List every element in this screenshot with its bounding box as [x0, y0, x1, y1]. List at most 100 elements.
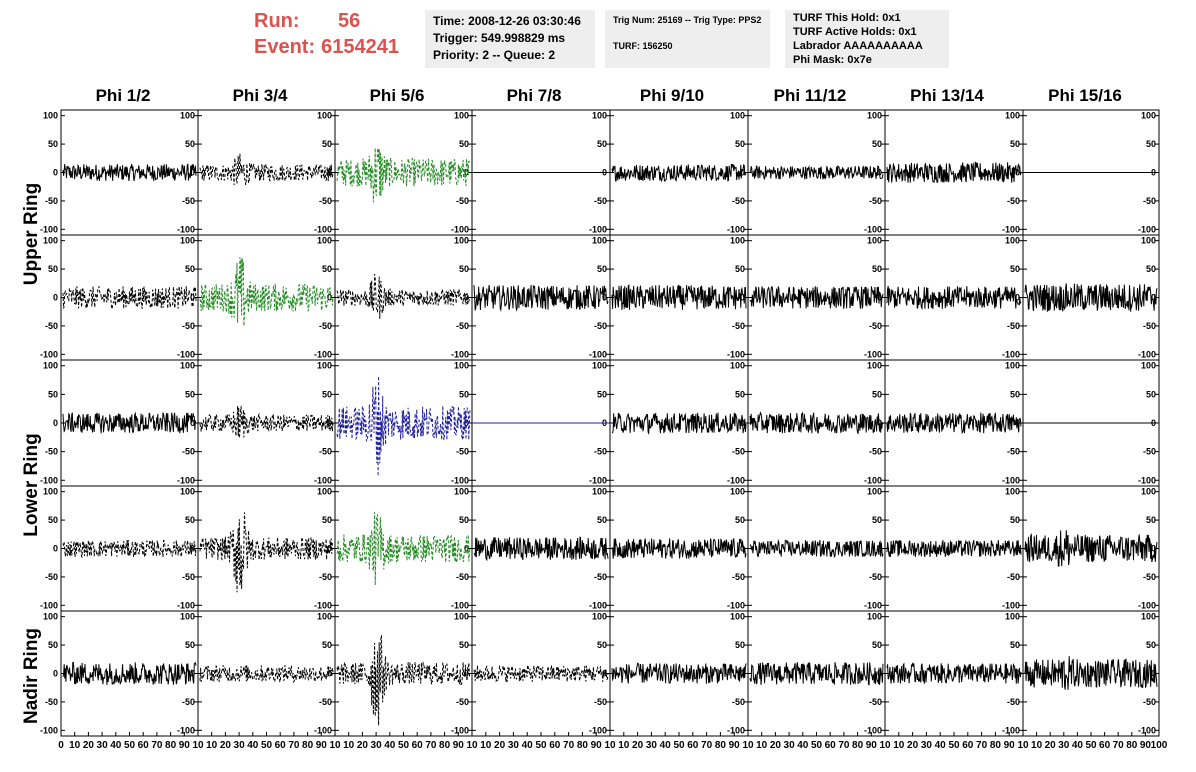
- ytick-label-right-r2-c7-3: -50: [1143, 447, 1156, 457]
- ytick-label-right-r4-c0-3: -50: [182, 697, 195, 707]
- ytick-label-right-r0-c1-0: 100: [317, 111, 332, 121]
- xtick-label-c3-8: 80: [577, 740, 589, 751]
- ytick-label-right-r1-c3-0: 100: [592, 236, 607, 246]
- ytick-label-right-r1-c2-3: -50: [456, 321, 469, 331]
- waveform-r3-c6: [886, 539, 1022, 557]
- trig-num-text: Trig Num: 25169 -- Trig Type: PPS2: [613, 15, 762, 25]
- ytick-label-left-r2-1: 50: [48, 389, 58, 399]
- xtick-label-c1-1: 10: [206, 740, 218, 751]
- xtick-label-c2-6: 60: [412, 740, 424, 751]
- xtick-label-c7-6: 60: [1099, 740, 1111, 751]
- phi-mask-text: Phi Mask: 0x7e: [793, 54, 872, 66]
- ytick-label-right-r3-c0-4: -100: [177, 600, 195, 610]
- waveform-r4-c1: [199, 664, 334, 684]
- xtick-label-c4-9: 90: [729, 740, 741, 751]
- ytick-label-right-r4-c3-3: -50: [594, 697, 607, 707]
- ytick-label-right-r1-c2-4: -100: [451, 349, 469, 359]
- xtick-label-c5-6: 60: [825, 740, 837, 751]
- xtick-label-c3-5: 50: [535, 740, 547, 751]
- xtick-label-c2-9: 90: [453, 740, 465, 751]
- xtick-label-c7-10: 100: [1151, 740, 1168, 751]
- ytick-label-right-r2-c6-4: -100: [1002, 475, 1020, 485]
- ytick-label-right-r1-c2-0: 100: [454, 236, 469, 246]
- ytick-label-right-r0-c6-0: 100: [1005, 111, 1020, 121]
- ytick-label-right-r3-c2-3: -50: [456, 572, 469, 582]
- xtick-label-c0-4: 40: [110, 740, 122, 751]
- ytick-label-right-r4-c2-2: 0: [464, 669, 469, 679]
- ytick-label-right-r3-c6-4: -100: [1002, 600, 1020, 610]
- ytick-label-right-r4-c4-4: -100: [727, 725, 745, 735]
- ytick-label-right-r3-c1-3: -50: [319, 572, 332, 582]
- xtick-label-c1-8: 80: [302, 740, 314, 751]
- priority-text: Priority: 2 -- Queue: 2: [433, 48, 556, 62]
- waveform-r1-c4: [611, 284, 747, 310]
- ytick-label-right-r0-c5-3: -50: [869, 196, 882, 206]
- ytick-label-right-r3-c7-4: -100: [1138, 600, 1156, 610]
- ytick-label-right-r3-c1-1: 50: [322, 515, 332, 525]
- xtick-label-c4-6: 60: [687, 740, 699, 751]
- ytick-label-right-r2-c2-0: 100: [454, 361, 469, 371]
- waveform-r2-c6: [886, 412, 1022, 435]
- ytick-label-right-r4-c3-4: -100: [589, 725, 607, 735]
- ytick-label-right-r1-c6-1: 50: [1010, 264, 1020, 274]
- xtick-label-c0-8: 80: [165, 740, 177, 751]
- ytick-label-right-r2-c6-3: -50: [1007, 447, 1020, 457]
- xtick-label-c4-5: 50: [673, 740, 685, 751]
- ytick-label-right-r4-c5-3: -50: [869, 697, 882, 707]
- waveform-r1-c2: [336, 273, 471, 319]
- col-header-phi-11-12: Phi 11/12: [773, 86, 847, 105]
- waveform-r4-c4: [611, 662, 747, 684]
- ytick-label-right-r2-c5-0: 100: [867, 361, 882, 371]
- ytick-label-right-r0-c0-1: 50: [185, 139, 195, 149]
- ytick-label-right-r2-c4-4: -100: [727, 475, 745, 485]
- ytick-label-left-r4-3: -50: [45, 697, 58, 707]
- ytick-label-left-r3-1: 50: [48, 515, 58, 525]
- ytick-label-right-r1-c6-0: 100: [1005, 236, 1020, 246]
- ytick-label-right-r2-c6-1: 50: [1010, 389, 1020, 399]
- xtick-label-c6-3: 30: [921, 740, 933, 751]
- xtick-label-c1-4: 40: [247, 740, 259, 751]
- xtick-label-c5-10: 10: [879, 740, 891, 751]
- ytick-label-right-r4-c2-3: -50: [456, 697, 469, 707]
- ytick-label-right-r3-c4-0: 100: [730, 487, 745, 497]
- xtick-label-c2-1: 10: [343, 740, 355, 751]
- waveform-r2-c1: [199, 405, 334, 439]
- waveform-r4-c3: [473, 664, 609, 683]
- ytick-label-right-r3-c4-1: 50: [735, 515, 745, 525]
- col-header-phi-7-8: Phi 7/8: [506, 86, 562, 105]
- ytick-label-right-r1-c2-1: 50: [459, 264, 469, 274]
- ytick-label-right-r3-c2-0: 100: [454, 487, 469, 497]
- xtick-label-c2-5: 50: [398, 740, 410, 751]
- xtick-label-c2-8: 80: [439, 740, 451, 751]
- ytick-label-right-r3-c7-3: -50: [1143, 572, 1156, 582]
- waveform-r0-c1: [199, 153, 334, 186]
- waveform-r1-c0: [62, 286, 197, 310]
- ytick-label-right-r4-c1-3: -50: [319, 697, 332, 707]
- ytick-label-right-r2-c7-4: -100: [1138, 475, 1156, 485]
- ytick-label-right-r2-c4-0: 100: [730, 361, 745, 371]
- xtick-label-c7-4: 40: [1072, 740, 1084, 751]
- waveform-r1-c1: [199, 257, 334, 327]
- ytick-label-right-r4-c1-2: 0: [327, 669, 332, 679]
- xtick-label-c5-8: 80: [852, 740, 864, 751]
- waveform-r1-c6: [886, 285, 1022, 311]
- xtick-label-c7-9: 90: [1140, 740, 1152, 751]
- ytick-label-right-r4-c7-4: -100: [1138, 725, 1156, 735]
- ytick-label-left-r0-1: 50: [48, 139, 58, 149]
- xtick-label-c6-2: 20: [907, 740, 919, 751]
- ytick-label-right-r1-c1-1: 50: [322, 264, 332, 274]
- xtick-label-c3-2: 20: [494, 740, 506, 751]
- turf-hold-text: TURF This Hold: 0x1: [793, 12, 901, 24]
- xtick-label-c6-4: 40: [935, 740, 947, 751]
- xtick-label-c2-10: 10: [466, 740, 478, 751]
- ytick-label-right-r3-c4-4: -100: [727, 600, 745, 610]
- ytick-label-right-r0-c3-3: -50: [594, 196, 607, 206]
- xtick-label-c5-7: 70: [838, 740, 850, 751]
- col-header-phi-3-4: Phi 3/4: [232, 86, 288, 105]
- ytick-label-left-r4-1: 50: [48, 640, 58, 650]
- ytick-label-right-r2-c3-0: 100: [592, 361, 607, 371]
- xtick-label-c6-9: 90: [1004, 740, 1016, 751]
- ytick-label-right-r4-c4-3: -50: [732, 697, 745, 707]
- ytick-label-right-r0-c7-0: 100: [1141, 111, 1156, 121]
- ytick-label-left-r1-3: -50: [45, 321, 58, 331]
